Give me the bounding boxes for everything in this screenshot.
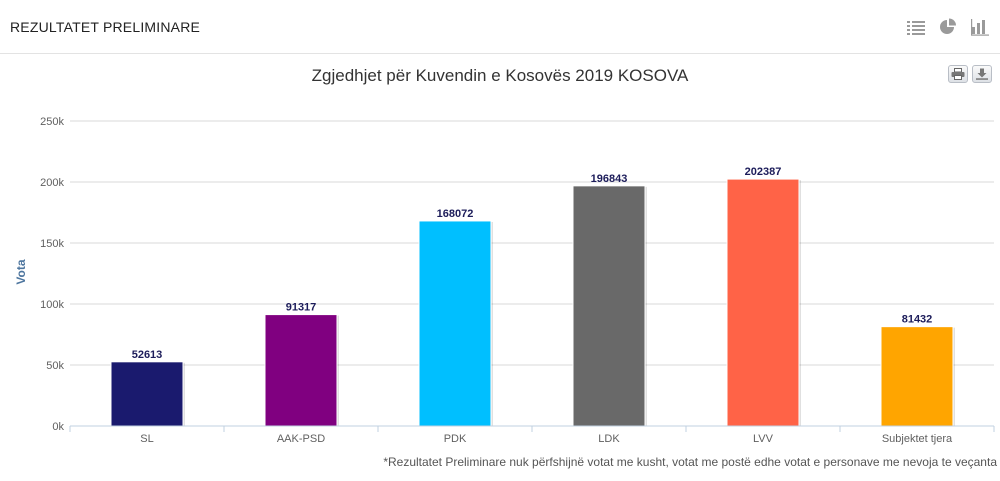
- chart-title: Zgjedhjet për Kuvendin e Kosovës 2019 KO…: [311, 66, 689, 85]
- list-view-icon[interactable]: [906, 18, 926, 36]
- data-label: 52613: [132, 349, 163, 361]
- bar-ldk[interactable]: [572, 185, 646, 427]
- y-tick-label: 100k: [40, 299, 64, 311]
- bar-subjektet-tjera[interactable]: [880, 326, 954, 427]
- data-label: 196843: [591, 173, 628, 185]
- bar-lvv[interactable]: [726, 178, 800, 427]
- gridlines: [70, 120, 994, 427]
- axes: 0k 50k 100k 150k 200k 250k SL AAK-PSD PDK LDK LVV S…: [40, 116, 995, 445]
- pie-chart-icon[interactable]: [938, 18, 958, 36]
- data-label: 202387: [745, 166, 782, 178]
- y-tick-label: 200k: [40, 177, 64, 189]
- x-tick-label: PDK: [444, 433, 467, 445]
- x-tick-label: Subjektet tjera: [882, 433, 953, 445]
- view-switcher: [906, 18, 990, 36]
- bar-pdk[interactable]: [418, 220, 492, 427]
- y-tick-label: 0k: [52, 421, 64, 433]
- download-button[interactable]: [972, 65, 992, 83]
- export-buttons: [948, 65, 992, 83]
- data-label: 81432: [902, 314, 933, 326]
- y-tick-label: 50k: [46, 360, 64, 372]
- x-tick-label: AAK-PSD: [277, 433, 325, 445]
- panel-header: REZULTATET PRELIMINARE: [0, 0, 1000, 54]
- data-label: 91317: [286, 302, 317, 314]
- bar-sl[interactable]: [110, 361, 184, 427]
- bar-chart: 52613 91317 168072 196843 202387 81432 0k 50k 1…: [14, 116, 995, 445]
- bar-aak-psd[interactable]: [264, 314, 338, 427]
- x-tick-label: SL: [140, 433, 153, 445]
- x-tick-label: LVV: [753, 433, 774, 445]
- panel-title: REZULTATET PRELIMINARE: [10, 19, 201, 35]
- download-icon: [976, 68, 988, 80]
- bars: 52613 91317 168072 196843 202387 81432: [110, 166, 955, 427]
- x-tick-label: LDK: [598, 433, 620, 445]
- print-icon: [951, 68, 965, 80]
- y-axis-title: Vota: [14, 259, 28, 284]
- data-label: 168072: [437, 208, 474, 220]
- bar-chart-icon[interactable]: [970, 18, 990, 36]
- y-tick-label: 250k: [40, 116, 64, 128]
- print-button[interactable]: [948, 65, 968, 83]
- y-tick-label: 150k: [40, 238, 64, 250]
- footnote: *Rezultatet Preliminare nuk përfshijnë v…: [383, 455, 997, 469]
